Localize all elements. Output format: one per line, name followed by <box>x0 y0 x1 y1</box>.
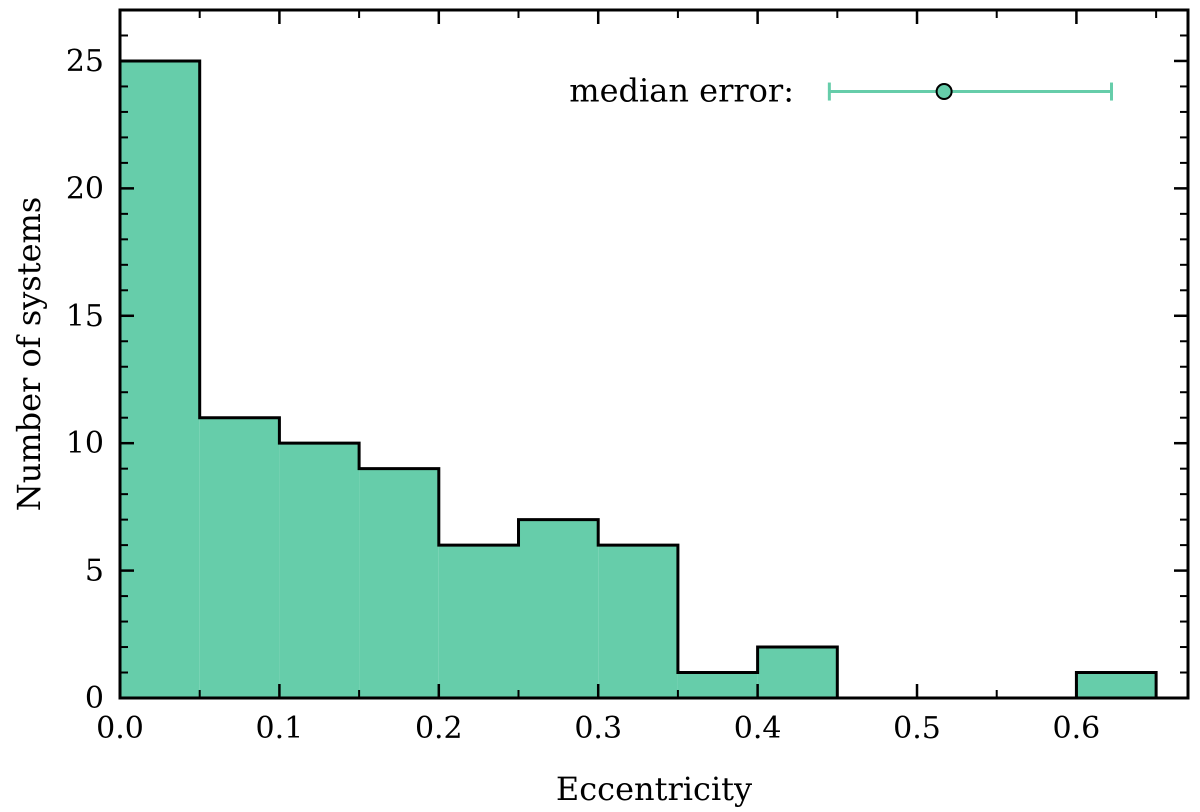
histogram-bar <box>757 647 838 698</box>
median-error-annotation: median error: <box>569 72 1113 110</box>
x-axis-label: Eccentricity <box>556 770 752 808</box>
histogram-bar <box>1076 672 1157 698</box>
x-tick-label: 0.2 <box>415 711 463 746</box>
y-tick-label: 15 <box>66 299 104 334</box>
histogram-bar <box>279 443 360 698</box>
x-tick-label: 0.3 <box>574 711 622 746</box>
y-tick-label: 5 <box>85 554 104 589</box>
x-tick-label: 0.1 <box>256 711 304 746</box>
y-tick-label: 25 <box>66 44 104 79</box>
histogram-bar <box>598 545 678 698</box>
y-axis-label: Number of systems <box>10 197 48 512</box>
histogram-bars <box>118 59 1158 699</box>
histogram-bar <box>438 545 519 698</box>
y-tick-label: 20 <box>66 171 104 206</box>
x-tick-label: 0.6 <box>1053 711 1101 746</box>
x-tick-labels: 0.0 0.1 0.2 0.3 0.4 0.5 0.6 <box>96 711 1100 746</box>
y-tick-label: 10 <box>66 426 104 461</box>
histogram-bar <box>120 60 200 699</box>
x-tick-label: 0.0 <box>96 711 144 746</box>
y-tick-label: 0 <box>85 681 104 716</box>
x-tick-label: 0.5 <box>893 711 941 746</box>
y-tick-labels: 0 5 10 15 20 25 <box>66 44 104 716</box>
x-tick-label: 0.4 <box>734 711 782 746</box>
histogram-bar <box>677 672 758 698</box>
plot-frame <box>118 8 1190 700</box>
histogram-bar <box>518 519 599 698</box>
median-error-label: median error: <box>569 72 794 110</box>
histogram-bar <box>359 468 439 698</box>
histogram-bar <box>199 417 280 698</box>
median-error-point <box>935 83 953 101</box>
